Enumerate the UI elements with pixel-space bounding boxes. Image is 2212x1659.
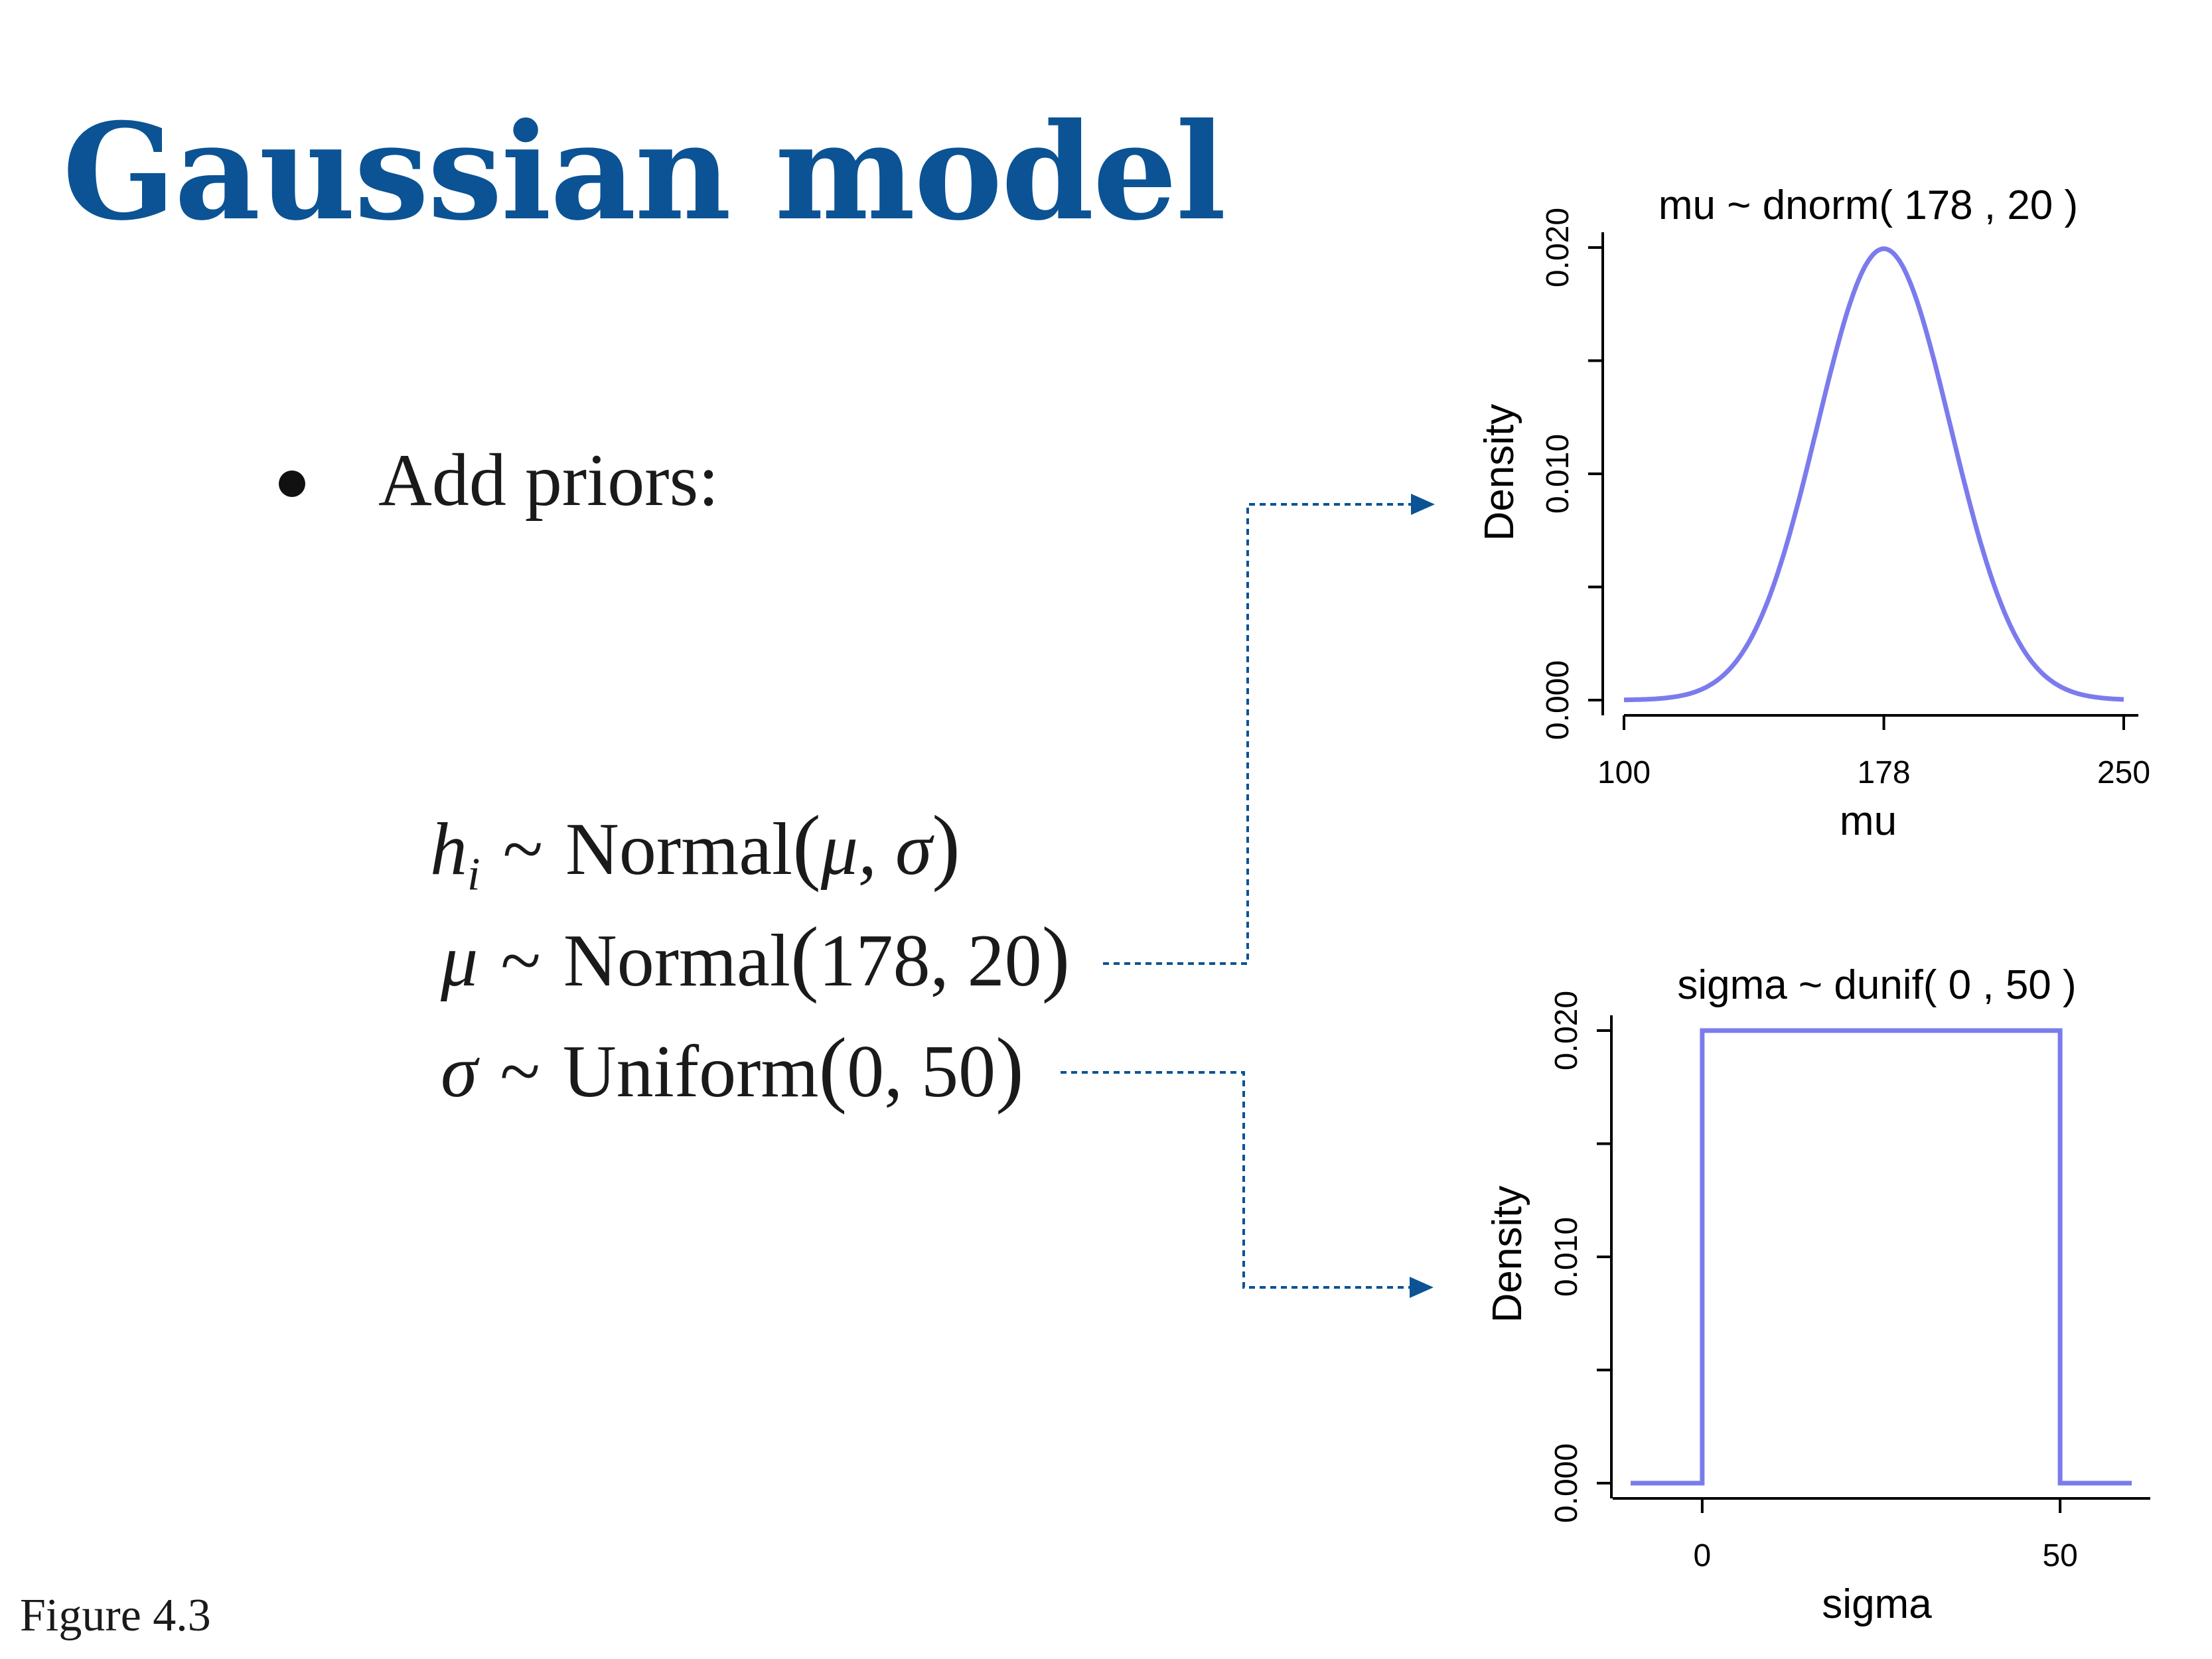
equation-lhs: hi	[430, 808, 480, 901]
equation-rhs: Normal(μ, σ)	[565, 798, 960, 893]
x-tick-label: 178	[1858, 755, 1911, 790]
y-axis-label: Density	[1477, 404, 1522, 541]
bullet-item: Add priors:	[279, 443, 719, 518]
x-tick-label: 100	[1597, 755, 1651, 790]
chart-title: mu ~ dnorm( 178 , 20 )	[1659, 182, 2078, 228]
y-tick-label: 0.000	[1540, 660, 1576, 740]
equation-sigma-prior: σ ~ Uniform(0, 50)	[441, 1025, 1024, 1110]
equation-sim: ~	[502, 808, 544, 891]
y-tick-label: 0.020	[1540, 208, 1576, 287]
x-tick-label: 0	[1694, 1538, 1712, 1573]
slide-title: Gaussian model	[62, 94, 1226, 250]
bullet-dot	[279, 470, 305, 498]
connector-sigma	[1061, 1071, 1434, 1298]
equation-lhs: σ	[441, 1031, 478, 1113]
equation-rhs: Uniform(0, 50)	[562, 1021, 1024, 1115]
x-axis-label: sigma	[1822, 1581, 1932, 1627]
x-tick-label: 250	[2097, 755, 2150, 790]
y-axis-label: Density	[1485, 1186, 1530, 1323]
bullet-text: Add priors:	[378, 439, 719, 522]
chart-title: sigma ~ dunif( 0 , 50 )	[1677, 962, 2076, 1008]
x-tick-label: 50	[2042, 1538, 2077, 1573]
density-curve-mu	[1623, 246, 2124, 703]
x-axis-label: mu	[1840, 798, 1897, 844]
equation-likelihood: hi ~ Normal(μ, σ)	[430, 803, 960, 898]
figure-caption: Figure 4.3	[20, 1590, 211, 1641]
density-curve-sigma	[1631, 1028, 2132, 1486]
y-tick-label: 0.010	[1549, 1217, 1584, 1297]
equation-sim: ~	[500, 1031, 540, 1113]
equation-lhs: μ	[441, 920, 479, 1002]
equation-mu-prior: μ ~ Normal(178, 20)	[441, 914, 1070, 999]
y-tick-label: 0.020	[1549, 991, 1584, 1070]
equation-sim: ~	[500, 920, 541, 1002]
y-tick-label: 0.000	[1549, 1443, 1584, 1523]
y-tick-label: 0.010	[1540, 434, 1576, 514]
equation-rhs: Normal(178, 20)	[563, 910, 1070, 1004]
connector-mu	[1103, 494, 1435, 965]
